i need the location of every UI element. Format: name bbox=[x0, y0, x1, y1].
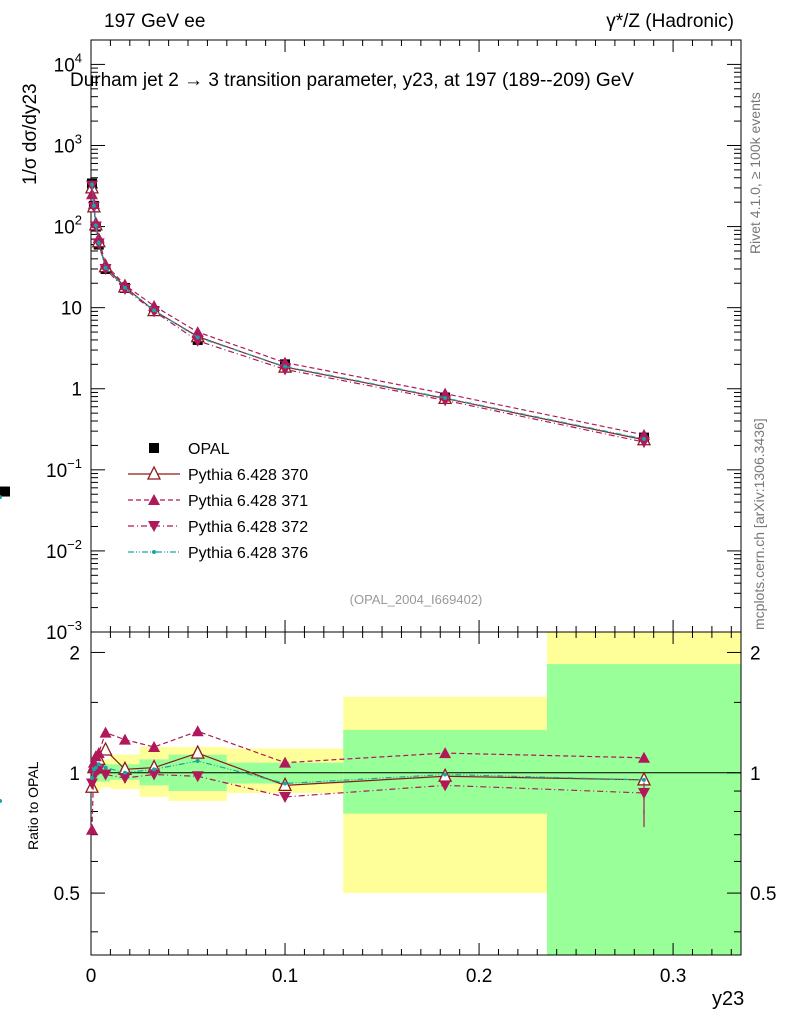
ratio-3-point-8 bbox=[279, 791, 292, 803]
legend-marker-1 bbox=[146, 465, 162, 480]
ratio-2-point-7 bbox=[191, 725, 204, 737]
series-line-1 bbox=[91, 187, 645, 441]
ratio-1-point-4 bbox=[98, 741, 113, 756]
ratio-axis-title: Ratio to OPAL bbox=[25, 761, 41, 850]
legend-label-3: Pythia 6.428 372 bbox=[188, 519, 308, 536]
series-line-4 bbox=[91, 184, 645, 440]
ratio-4-point-6 bbox=[152, 767, 157, 772]
opal-point-11 bbox=[0, 486, 10, 497]
series-4-point-3 bbox=[96, 240, 101, 245]
ratio-4-point-8 bbox=[283, 781, 288, 786]
ratio-2-point-6 bbox=[148, 741, 161, 753]
ratio-tick-label: 2 bbox=[69, 643, 80, 664]
ratio-tick-label: 0.5 bbox=[54, 884, 80, 905]
series-3-point-7 bbox=[191, 335, 204, 347]
ratio-2-point-4 bbox=[99, 726, 112, 738]
ratio-tick-label-right: 1 bbox=[750, 764, 761, 785]
header-process: γ*/Z (Hadronic) bbox=[606, 11, 734, 32]
series-line-3 bbox=[91, 185, 645, 443]
mcplots-label: mcplots.cern.ch [arXiv:1306.3436] bbox=[751, 418, 767, 630]
header-energy: 197 GeV ee bbox=[104, 11, 205, 32]
ratio-4-point-10 bbox=[641, 777, 646, 782]
legend-label-2: Pythia 6.428 371 bbox=[188, 493, 308, 510]
series-2-point-7 bbox=[191, 326, 204, 338]
ratio-4-point-7 bbox=[195, 759, 200, 764]
chart-title: Durham jet 2 → 3 transition parameter, y… bbox=[70, 70, 634, 91]
ratio-4-point-11 bbox=[0, 798, 2, 803]
ratio-3-point-0 bbox=[85, 778, 98, 790]
series-4-point-2 bbox=[93, 223, 98, 228]
ratio-3-point-9 bbox=[439, 780, 452, 792]
ratio-2-point-5 bbox=[118, 733, 131, 745]
ratio-4-point-9 bbox=[443, 772, 448, 777]
series-3-point-10 bbox=[637, 437, 650, 449]
ratio-4-point-4 bbox=[103, 765, 108, 770]
ratio-2-point-3 bbox=[92, 747, 105, 759]
ratio-4-point-2 bbox=[93, 765, 98, 770]
series-4-point-6 bbox=[152, 308, 157, 313]
y-tick-label: 10−1 bbox=[46, 456, 82, 482]
ratio-tick-label-right: 2 bbox=[750, 643, 761, 664]
y-axis-title: 1/σ dσ/dy23 bbox=[20, 83, 41, 185]
series-4-point-0 bbox=[89, 182, 94, 187]
ratio-3-point-4 bbox=[99, 769, 112, 781]
ratio-tick-label-right: 0.5 bbox=[750, 884, 776, 905]
x-axis-title: y23 bbox=[712, 988, 744, 1010]
ratio-3-point-5 bbox=[118, 773, 131, 785]
ratio-tick-label: 1 bbox=[69, 764, 80, 785]
series-4-point-4 bbox=[103, 265, 108, 270]
series-3-point-9 bbox=[439, 395, 452, 407]
x-tick-label: 0.2 bbox=[466, 966, 492, 987]
series-4-point-1 bbox=[91, 203, 96, 208]
series-4-point-8 bbox=[283, 364, 288, 369]
main-plot-series bbox=[0, 178, 652, 500]
series-line-2 bbox=[91, 194, 645, 436]
analysis-id: (OPAL_2004_I669402) bbox=[350, 592, 483, 607]
ratio-3-point-7 bbox=[191, 771, 204, 783]
series-4-point-7 bbox=[195, 335, 200, 340]
x-tick-label: 0.3 bbox=[660, 966, 686, 987]
rivet-label: Rivet 4.1.0, ≥ 100k events bbox=[747, 92, 763, 254]
legend-marker-0 bbox=[149, 443, 159, 453]
ratio-2-point-0 bbox=[85, 823, 98, 835]
y-tick-label: 102 bbox=[54, 213, 82, 239]
series-4-point-10 bbox=[641, 437, 646, 442]
series-4-point-11 bbox=[0, 495, 2, 500]
ratio-frame bbox=[90, 631, 742, 956]
legend-label-1: Pythia 6.428 370 bbox=[188, 467, 308, 484]
legend: OPAL Pythia 6.428 370 Pythia 6.428 371 Pyth… bbox=[128, 441, 308, 562]
ratio-2-point-10 bbox=[637, 751, 650, 763]
series-4-point-5 bbox=[122, 285, 127, 290]
series-2-point-0 bbox=[85, 188, 98, 200]
legend-marker-3 bbox=[148, 521, 160, 532]
ratio-4-point-3 bbox=[96, 762, 101, 767]
legend-marker-2 bbox=[148, 494, 160, 505]
series-4-point-9 bbox=[443, 395, 448, 400]
y-tick-label: 103 bbox=[54, 131, 82, 157]
y-tick-label: 10−3 bbox=[46, 618, 82, 644]
ratio-2-point-9 bbox=[439, 747, 452, 759]
x-tick-label: 0.1 bbox=[272, 966, 298, 987]
legend-label-4: Pythia 6.428 376 bbox=[188, 545, 308, 562]
y-tick-label: 10−2 bbox=[46, 537, 82, 563]
ratio-4-point-0 bbox=[89, 776, 94, 781]
ratio-plot-series bbox=[0, 725, 652, 835]
ratio-1-point-7 bbox=[190, 744, 205, 759]
ratio-4-point-5 bbox=[122, 770, 127, 775]
legend-label-0: OPAL bbox=[188, 441, 230, 458]
legend-marker-4 bbox=[152, 550, 156, 554]
ratio-3-point-6 bbox=[148, 769, 161, 781]
x-tick-label: 0 bbox=[86, 966, 97, 987]
ratio-2-point-8 bbox=[279, 756, 292, 768]
main-frame bbox=[90, 39, 742, 633]
y-tick-label: 1 bbox=[71, 380, 82, 401]
y-tick-label: 10 bbox=[61, 299, 82, 320]
